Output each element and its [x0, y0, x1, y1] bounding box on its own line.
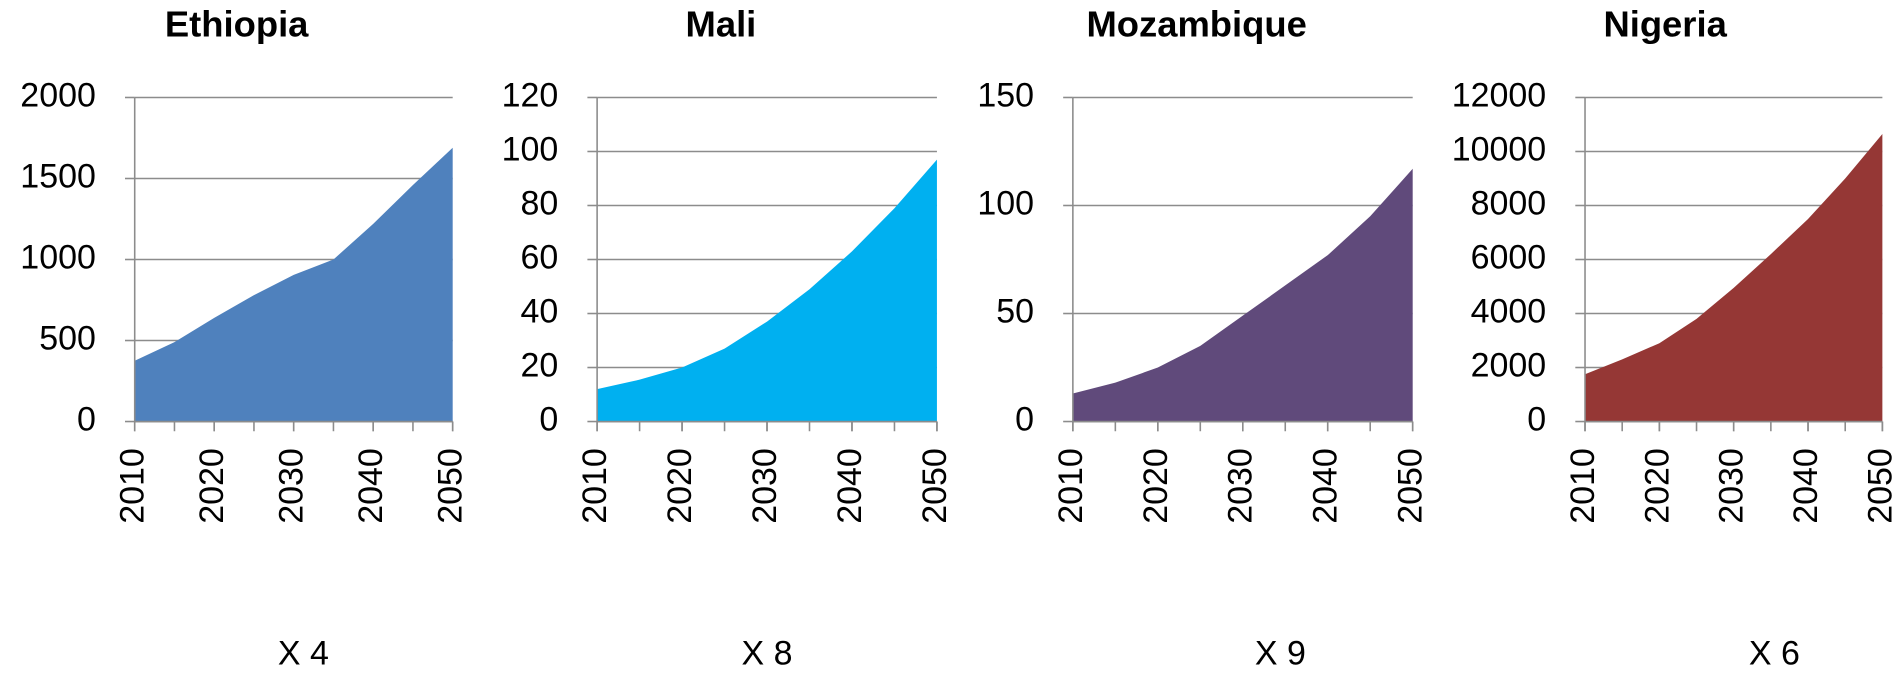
x-tick-label: 2030: [746, 448, 784, 524]
y-tick-label: 0: [1015, 400, 1034, 438]
x-tick-label: 2010: [1052, 448, 1090, 524]
annotation: X 8: [742, 635, 793, 673]
y-tick-label: 120: [502, 76, 559, 114]
x-tick-label: 2010: [114, 448, 152, 524]
x-tick-label: 2050: [432, 448, 470, 524]
x-tick-label: 2050: [1392, 448, 1430, 524]
chart-title: Nigeria: [1603, 4, 1727, 45]
x-tick-label: 2020: [1638, 448, 1676, 524]
x-tick-label: 2040: [1307, 448, 1345, 524]
x-tick-label: 2020: [1137, 448, 1175, 524]
y-tick-label: 0: [77, 400, 96, 438]
y-tick-label: 6000: [1471, 238, 1547, 276]
y-tick-label: 2000: [20, 76, 96, 114]
area: [1072, 168, 1413, 422]
x-tick-label: 2030: [1222, 448, 1260, 524]
y-tick-label: 10000: [1452, 130, 1546, 168]
chart-title: Mozambique: [1086, 4, 1306, 45]
x-tick-label: 2020: [193, 448, 231, 524]
y-tick-label: 8000: [1471, 184, 1547, 222]
x-tick-label: 2030: [1713, 448, 1751, 524]
area: [134, 147, 453, 422]
y-tick-label: 80: [520, 184, 558, 222]
y-tick-label: 1500: [20, 157, 96, 195]
y-tick-label: 0: [539, 400, 558, 438]
annotation: X 4: [278, 635, 329, 673]
y-tick-label: 100: [977, 184, 1034, 222]
chart-title: Mali: [686, 4, 757, 45]
annotation: X 6: [1749, 635, 1800, 673]
y-tick-label: 1000: [20, 238, 96, 276]
y-tick-label: 60: [520, 238, 558, 276]
x-tick-label: 2020: [661, 448, 699, 524]
y-tick-label: 150: [977, 76, 1034, 114]
y-tick-label: 50: [996, 292, 1034, 330]
x-tick-label: 2010: [576, 448, 614, 524]
y-tick-label: 2000: [1471, 346, 1547, 384]
x-tick-label: 2050: [1861, 448, 1899, 524]
y-tick-label: 0: [1527, 400, 1546, 438]
y-tick-label: 12000: [1452, 76, 1546, 114]
y-tick-label: 4000: [1471, 292, 1547, 330]
y-tick-label: 100: [502, 130, 559, 168]
x-tick-label: 2040: [352, 448, 390, 524]
y-tick-label: 40: [520, 292, 558, 330]
x-tick-label: 2040: [831, 448, 869, 524]
annotation: X 9: [1255, 635, 1306, 673]
x-tick-label: 2030: [273, 448, 311, 524]
x-tick-label: 2010: [1564, 448, 1602, 524]
y-tick-label: 500: [39, 319, 96, 357]
area: [1585, 133, 1883, 422]
area: [597, 159, 937, 422]
x-tick-label: 2050: [916, 448, 954, 524]
chart-title: Ethiopia: [165, 4, 309, 45]
y-tick-label: 20: [520, 346, 558, 384]
x-tick-label: 2040: [1787, 448, 1825, 524]
